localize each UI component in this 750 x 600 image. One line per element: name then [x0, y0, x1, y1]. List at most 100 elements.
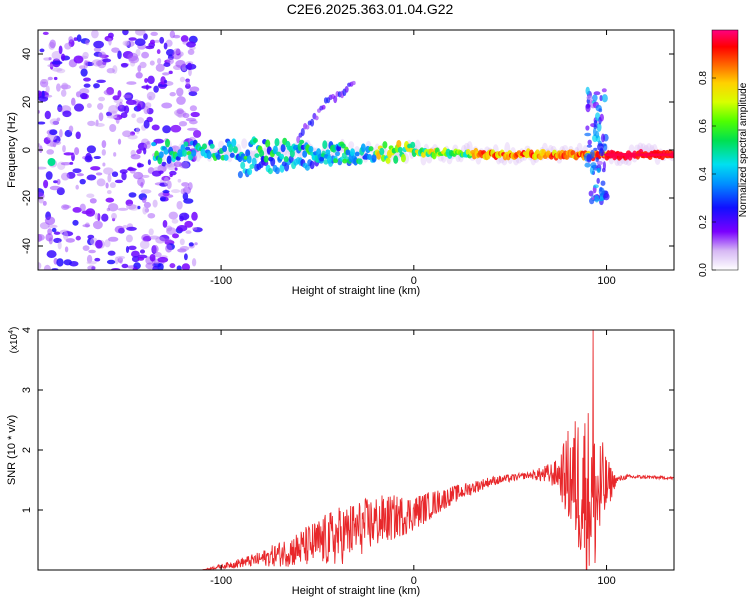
spectrogram-blob: [108, 36, 112, 46]
spectrogram-blob: [123, 105, 130, 114]
spectrogram-blob: [113, 152, 117, 157]
spectrogram-blob: [135, 126, 140, 135]
spectrogram-blob: [128, 37, 137, 41]
spectrogram-blob: [379, 147, 385, 156]
spectrogram-blob: [48, 237, 53, 245]
spectrogram-blob: [96, 79, 106, 83]
spectrogram-blob: [595, 130, 600, 139]
spectrogram-blob: [265, 139, 271, 148]
spectrogram-blob: [126, 226, 137, 231]
spectrogram-blob: [188, 242, 194, 247]
colorbar-ticks: 0.0 0.2 0.4 0.6 0.8: [698, 71, 716, 277]
spectrogram-blob: [132, 267, 138, 270]
spectrogram-blob: [94, 212, 99, 220]
spectrogram-blob: [101, 149, 106, 156]
snr-panel: -100 0 100 1 2 3 4 Height of straight line (km…: [6, 327, 675, 597]
spectrogram-blob: [302, 150, 308, 158]
spectrogram-blob: [131, 250, 140, 258]
spectrogram-blob: [38, 145, 43, 154]
spectrogram-blob: [165, 138, 170, 148]
spectrogram-blob: [279, 153, 285, 160]
spectrogram-blob: [137, 257, 145, 261]
spectrogram-blob: [231, 138, 237, 147]
spectrogram-blob: [121, 171, 127, 181]
x-tick-label: 100: [597, 275, 615, 287]
spectrogram-blob: [57, 106, 63, 112]
spectrogram-blob: [143, 201, 151, 209]
spectrogram-blob: [593, 147, 598, 151]
spectrogram-blob: [68, 36, 74, 43]
spectrogram-blob: [93, 83, 100, 89]
spectrogram-blob: [45, 171, 53, 180]
spectrogram-blob: [171, 218, 179, 224]
spectrogram-blob: [289, 149, 295, 158]
spectrogram-blob: [158, 151, 164, 159]
spectrogram-blob: [140, 189, 152, 194]
spectrogram-blob: [47, 158, 56, 166]
spectrogram-blob: [599, 113, 604, 122]
spectrogram-blob: [206, 150, 212, 160]
spectrogram-blob: [314, 115, 319, 121]
spectrogram-blob: [163, 148, 169, 155]
spectrogram-blob: [163, 176, 170, 186]
spectrogram-blob: [72, 219, 79, 226]
spectrogram-blob: [87, 120, 96, 127]
spectrogram-blob: [107, 173, 112, 183]
spectrogram-blob: [596, 168, 601, 173]
spectrogram-blob: [237, 171, 243, 179]
spectrogram-blob: [154, 39, 160, 43]
spectrogram-blob: [176, 265, 182, 270]
spectrogram-blob: [169, 263, 176, 269]
spectrogram-blob: [79, 178, 86, 185]
spectrogram-blob: [85, 39, 90, 46]
spectrogram-blob: [130, 153, 141, 160]
spectrogram-blob: [180, 35, 189, 43]
spectrogram-blob: [82, 224, 91, 228]
spectrogram-blob: [141, 196, 147, 204]
spectrogram-blob: [157, 256, 169, 263]
spectrogram-blob: [102, 58, 112, 63]
spectrogram-blob: [280, 144, 286, 153]
spectrogram-blob: [367, 153, 372, 161]
spectrogram-blob: [60, 53, 66, 62]
spectrogram-blob: [396, 139, 402, 149]
spectrogram-blob: [75, 131, 81, 140]
spectrogram-blob: [147, 159, 151, 166]
spectrogram-blob: [137, 177, 145, 187]
spectrogram-blob: [586, 144, 593, 148]
spectrogram-blob: [151, 170, 162, 177]
spectrogram-blob: [178, 121, 188, 127]
spectrogram-blob: [71, 97, 76, 106]
spectrogram-image: [38, 30, 674, 270]
spectrogram-blob: [348, 141, 355, 149]
spectrogram-blob: [309, 160, 315, 170]
spectrogram-blob: [98, 112, 104, 122]
spectrogram-blob: [168, 70, 173, 75]
spectrogram-blob: [68, 125, 74, 133]
spectrogram-blob: [585, 86, 590, 95]
spectrogram-blob: [173, 48, 181, 55]
spectrogram-blob: [38, 121, 46, 125]
spectrogram-blob: [73, 55, 84, 64]
spectrogram-blob: [272, 145, 278, 155]
spectrogram-blob: [120, 62, 129, 68]
spectrogram-blob: [193, 129, 202, 138]
spectrogram-blob: [123, 94, 132, 99]
spectrogram-blob: [144, 78, 149, 83]
spectrogram-blob: [176, 87, 184, 97]
spectrogram-blob: [49, 39, 56, 49]
spectrogram-blob: [128, 245, 137, 251]
spectrogram-blob: [106, 259, 116, 265]
spectrogram-blob: [51, 60, 63, 65]
spectrogram-blob: [136, 103, 142, 112]
spectrogram-blob: [73, 103, 85, 112]
spectrogram-blob: [135, 30, 146, 36]
spectrogram-blob: [153, 138, 164, 144]
spectrogram-blob: [125, 234, 133, 243]
spectrogram-blob: [593, 91, 601, 96]
spectrogram-blob: [326, 155, 332, 164]
spectrogram-blob: [593, 184, 599, 189]
spectrogram-blob: [152, 265, 159, 270]
colorbar-tick-label: 0.6: [698, 119, 709, 133]
